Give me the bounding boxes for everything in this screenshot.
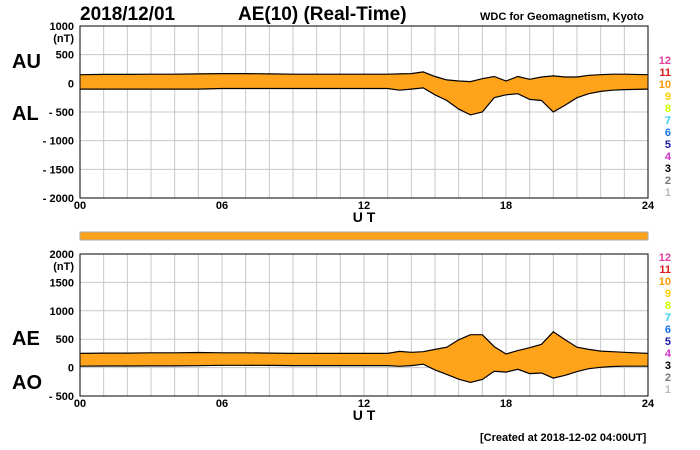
- y-tick-label: 1000: [50, 21, 74, 33]
- band-ae-ao: [80, 331, 648, 383]
- scale-7: 7: [664, 115, 671, 127]
- plot-frame: [79, 25, 649, 199]
- x-tick-label: 24: [642, 200, 655, 212]
- source-label: WDC for Geomagnetism, Kyoto: [480, 11, 644, 23]
- date-label: 2018/12/01: [80, 4, 176, 25]
- y-tick-label: 500: [56, 50, 74, 62]
- y-tick-label: - 500: [49, 107, 74, 119]
- au-label: AU: [12, 51, 41, 73]
- y-tick-label: 500: [56, 334, 74, 346]
- x-tick-label: 06: [216, 398, 228, 410]
- y-unit-label: (nT): [53, 261, 74, 273]
- y-tick-label: 1500: [50, 277, 74, 289]
- x-tick-label: 24: [642, 398, 655, 410]
- scale-5: 5: [664, 139, 671, 151]
- x-tick-label: 00: [74, 398, 86, 410]
- y-tick-label: - 1500: [43, 164, 74, 176]
- y-tick-label: 0: [68, 78, 74, 90]
- x-tick-label: 00: [74, 200, 86, 212]
- scale-9: 9: [664, 288, 671, 300]
- series-line-au: [79, 71, 649, 83]
- band-au-al: [80, 71, 648, 115]
- chart-title: AE(10) (Real-Time): [238, 4, 407, 25]
- ae-label: AE: [12, 328, 40, 350]
- scale-1: 1: [664, 384, 671, 396]
- scale-10: 10: [658, 79, 671, 91]
- scale-3: 3: [664, 163, 671, 175]
- scale-2: 2: [664, 175, 671, 187]
- scale-3: 3: [664, 360, 671, 372]
- ao-label: AO: [12, 372, 42, 394]
- x-axis-label: U T: [353, 407, 376, 423]
- scale-2: 2: [664, 372, 671, 384]
- series-line-ae: [79, 331, 649, 355]
- x-tick-label: 12: [358, 398, 370, 410]
- scale-8: 8: [664, 103, 671, 115]
- scale-11: 11: [659, 67, 671, 79]
- scale-12: 12: [658, 252, 671, 264]
- y-tick-label: 0: [68, 363, 74, 375]
- y-unit-label: (nT): [53, 33, 74, 45]
- scale-6: 6: [664, 324, 671, 336]
- x-tick-label: 18: [500, 200, 512, 212]
- y-tick-label: - 1000: [43, 136, 74, 148]
- scale-10: 10: [658, 276, 671, 288]
- scale-1: 1: [664, 187, 671, 199]
- y-tick-label: - 500: [49, 391, 74, 403]
- plot-frame: [79, 253, 649, 397]
- scale-12: 12: [658, 55, 671, 67]
- station-scale-lower: 12 11 10 9 8 7 6 5 4 3 2 1: [651, 252, 671, 396]
- x-tick-label: 12: [358, 200, 370, 212]
- y-tick-label: - 2000: [43, 193, 74, 205]
- station-scale-upper: 12 11 10 9 8 7 6 5 4 3 2 1: [651, 55, 671, 199]
- scale-5: 5: [664, 336, 671, 348]
- x-axis-label: U T: [353, 209, 376, 225]
- x-tick-label: 18: [500, 398, 512, 410]
- scale-7: 7: [664, 312, 671, 324]
- series-line-ao: [79, 363, 648, 384]
- y-tick-label: 2000: [50, 249, 74, 261]
- scale-9: 9: [664, 91, 671, 103]
- series-line-al: [80, 87, 649, 116]
- created-timestamp: [Created at 2018-12-02 04:00UT]: [480, 432, 647, 444]
- x-tick-label: 06: [216, 200, 228, 212]
- scale-4: 4: [664, 151, 671, 163]
- scale-4: 4: [664, 348, 671, 360]
- data-availability-strip: [79, 231, 649, 241]
- y-tick-label: 1000: [50, 306, 74, 318]
- scale-11: 11: [659, 264, 671, 276]
- scale-8: 8: [664, 300, 671, 312]
- scale-6: 6: [664, 127, 671, 139]
- al-label: AL: [12, 103, 39, 125]
